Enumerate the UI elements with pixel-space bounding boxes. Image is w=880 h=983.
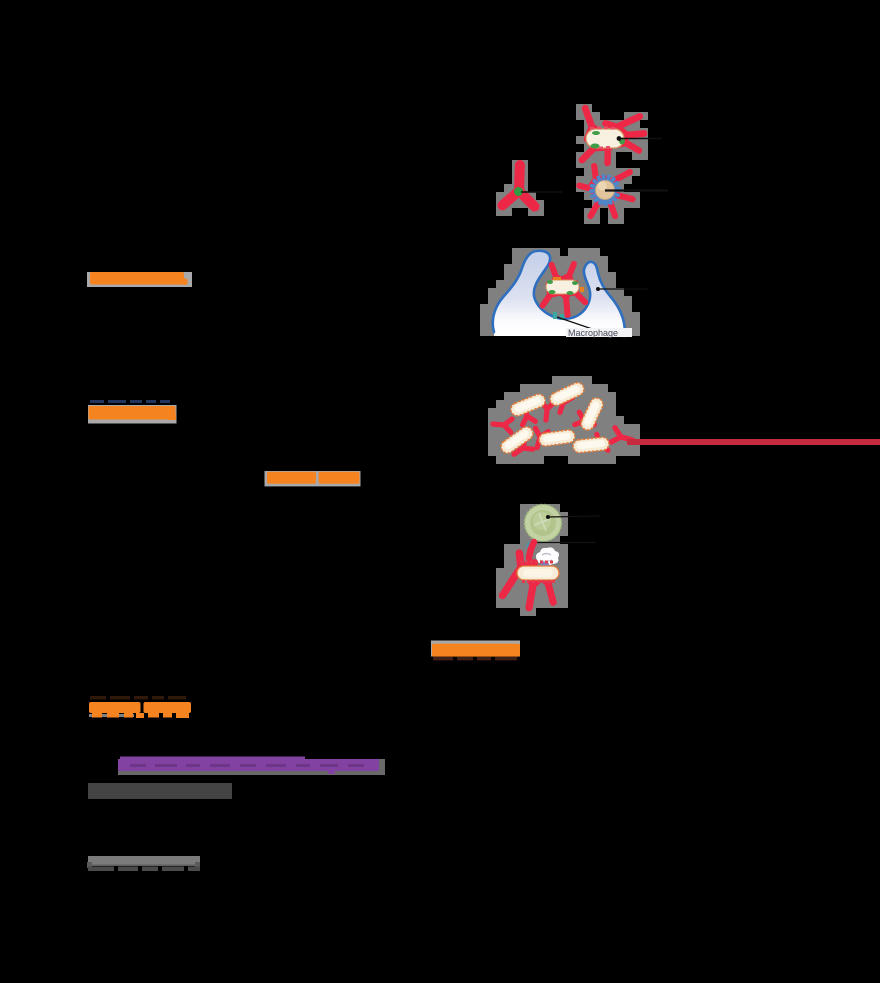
svg-text:Macrophage: Macrophage (568, 328, 618, 338)
